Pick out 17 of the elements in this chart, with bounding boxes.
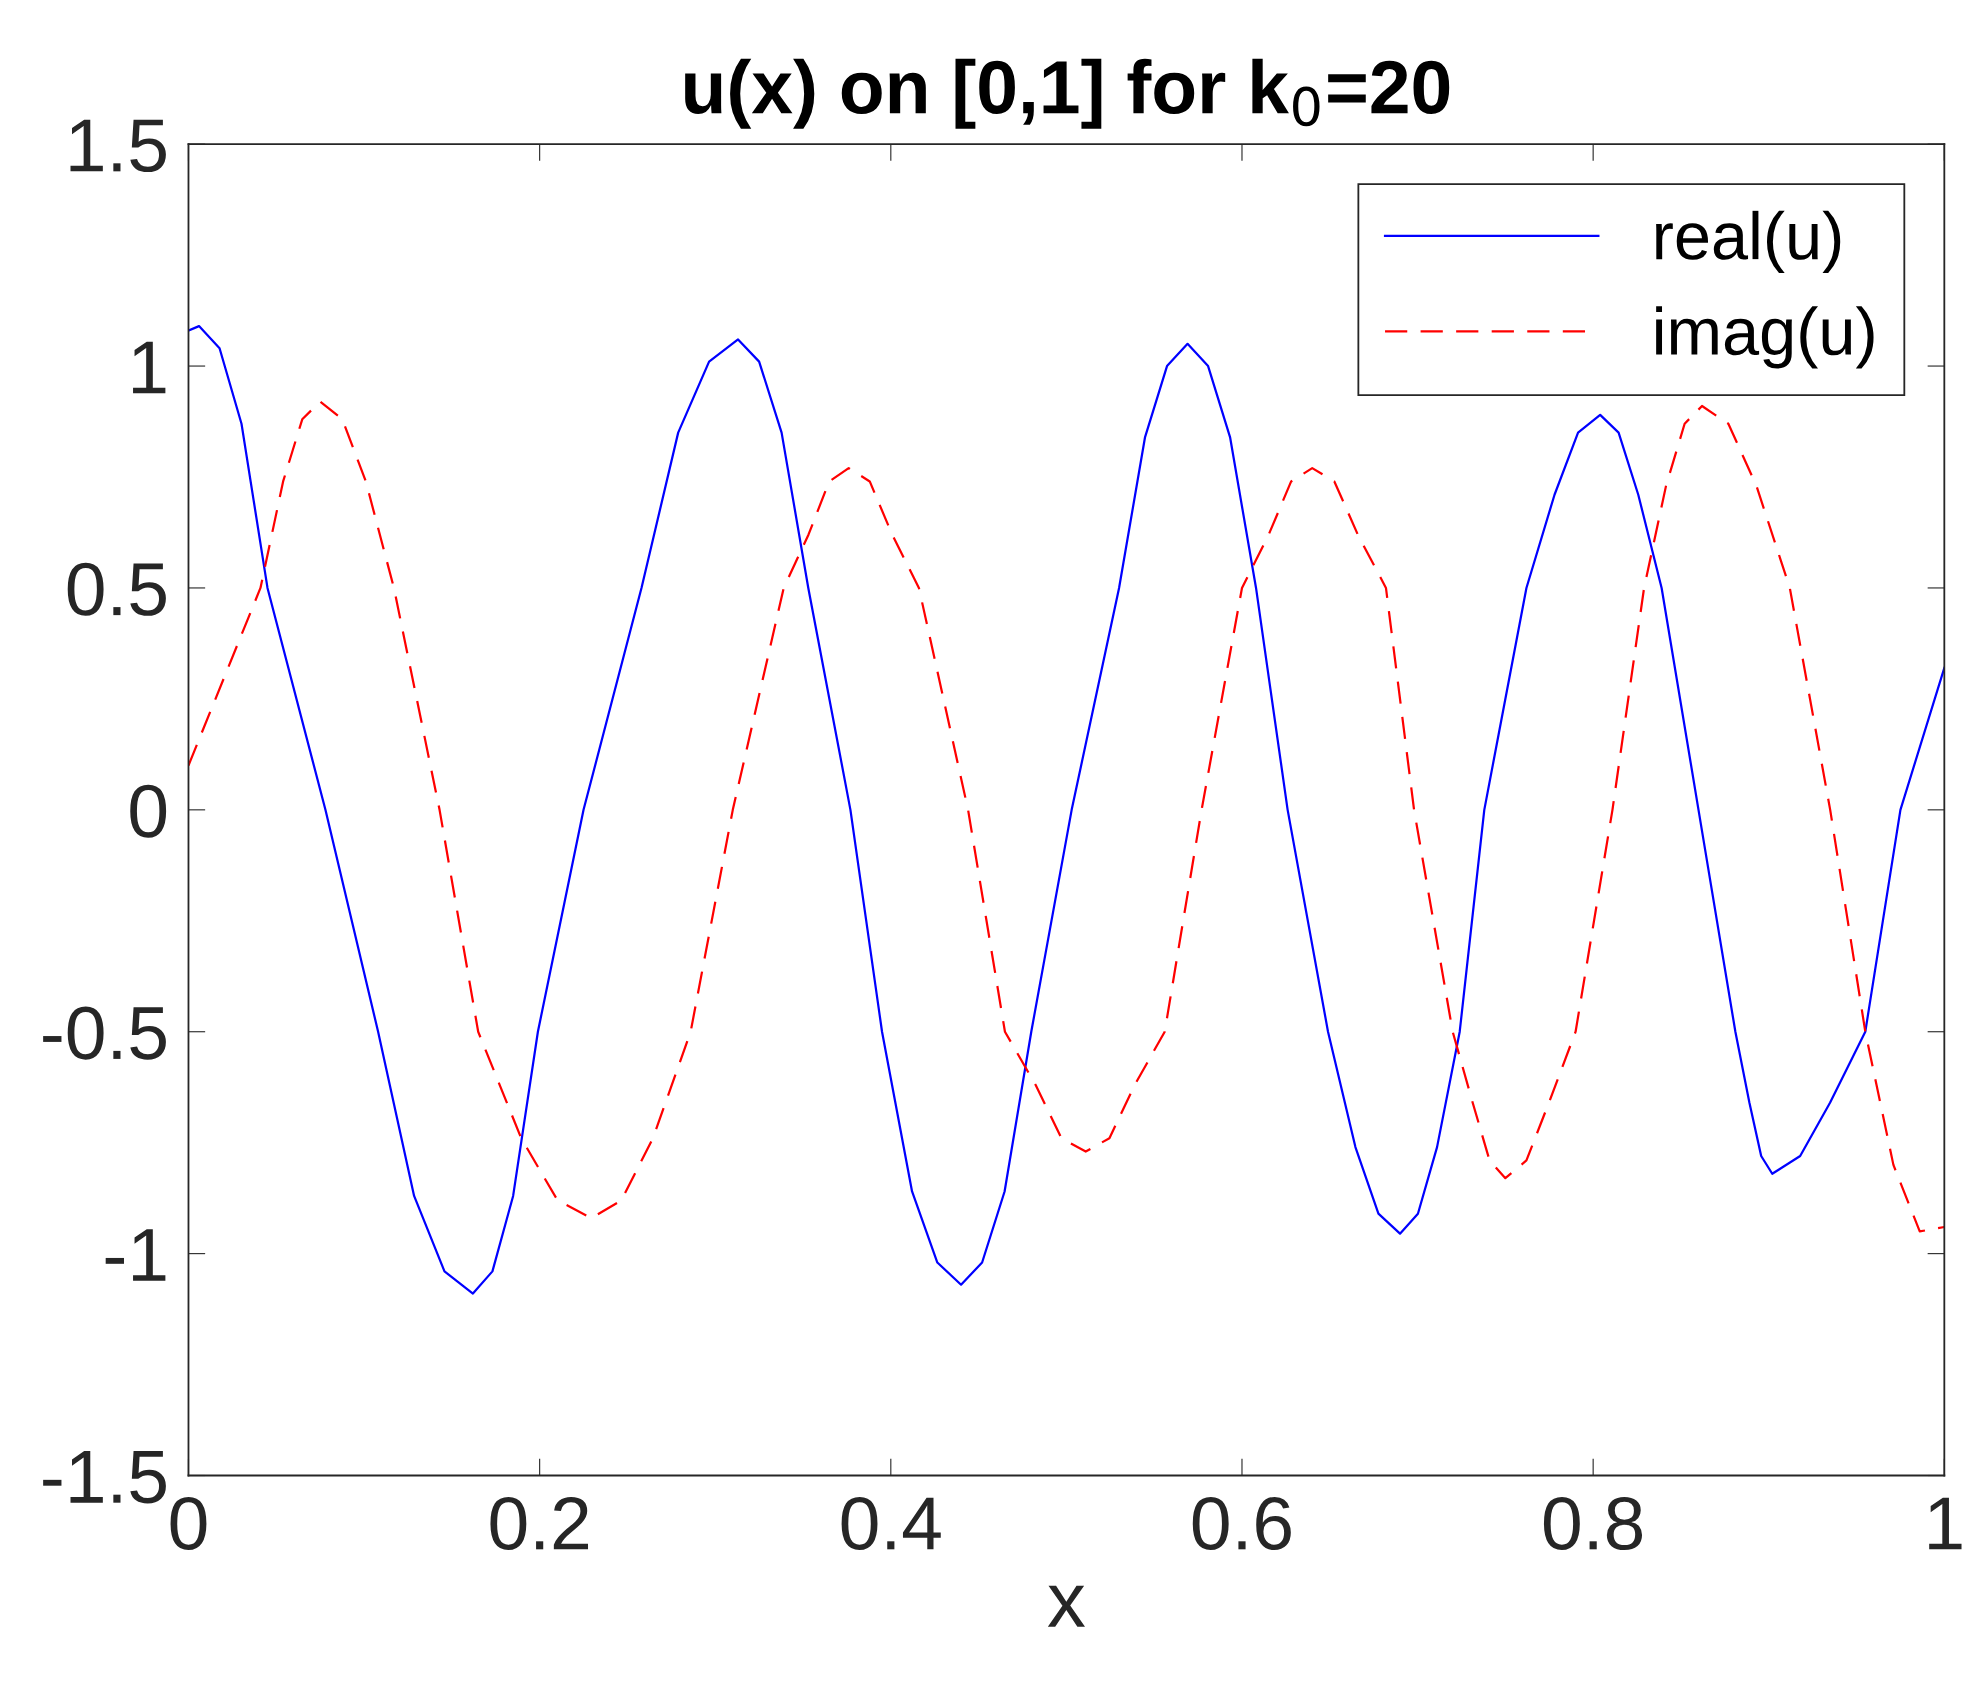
legend-label: real(u)	[1656, 210, 1841, 273]
x-tick-label: 0	[170, 1496, 207, 1551]
y-tick-label: 1.5	[70, 119, 166, 173]
x-tick-label: 1	[1929, 1497, 1962, 1550]
x-tick-label: 0.6	[1192, 1496, 1291, 1551]
x-tick-label: 0.8	[1543, 1496, 1643, 1551]
x-axis-title: x	[1047, 1585, 1086, 1627]
y-tick-label: 1	[133, 341, 166, 394]
y-tick-label: -1.5	[43, 1451, 166, 1504]
y-tick-label: 0	[130, 784, 167, 838]
legend-label: imag(u)	[1656, 306, 1874, 369]
x-tick-label: 0.2	[490, 1496, 589, 1551]
chart-title: u(x) on [0,1] for k$_{0}$=20	[685, 58, 1450, 129]
x-tick-label: 0.4	[841, 1496, 941, 1551]
y-tick-label: 0.5	[67, 562, 166, 616]
y-tick-label: -0.5	[43, 1006, 166, 1060]
y-tick-label: -1	[105, 1229, 166, 1281]
